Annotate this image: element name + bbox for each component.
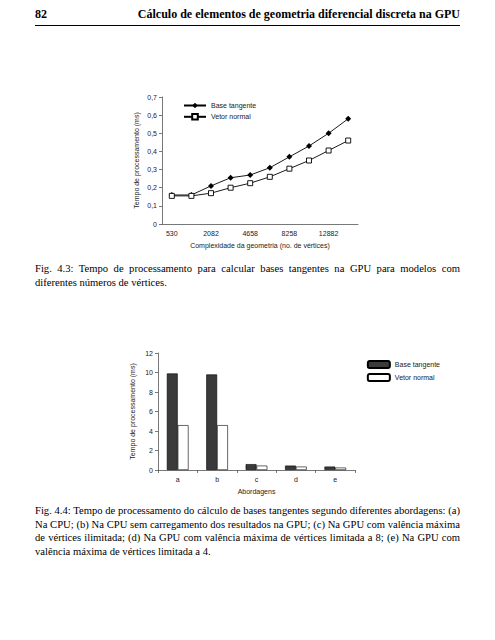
html-text:82: 82: [35, 7, 47, 21]
svg-text:0,2: 0,2: [147, 184, 157, 191]
svg-text:Tempo de processamento (ms): Tempo de processamento (ms): [133, 112, 141, 208]
svg-text:12882: 12882: [319, 230, 339, 237]
svg-text:Tempo de processamento (ms): Tempo de processamento (ms): [129, 363, 137, 459]
svg-text:2: 2: [149, 447, 153, 454]
svg-text:Vetor normal: Vetor normal: [395, 374, 435, 381]
svg-text:Base tangente: Base tangente: [211, 102, 256, 110]
svg-text:Base tangente: Base tangente: [395, 361, 440, 369]
svg-text:2082: 2082: [203, 230, 219, 237]
svg-text:c: c: [255, 476, 259, 483]
svg-text:0: 0: [149, 467, 153, 474]
svg-text:4: 4: [149, 428, 153, 435]
svg-text:0,7: 0,7: [147, 94, 157, 101]
svg-text:d: d: [294, 476, 298, 483]
svg-text:0: 0: [153, 221, 157, 228]
svg-text:10: 10: [145, 369, 153, 376]
html-text:Cálculo de elementos de geomet: Cálculo de elementos de geometria difere…: [137, 7, 460, 21]
svg-text:0,4: 0,4: [147, 148, 157, 155]
svg-text:b: b: [215, 476, 219, 483]
html-text:Fig. 4.4: Tempo de processamen: Fig. 4.4: Tempo de processamento do cálc…: [35, 505, 460, 557]
svg-text:530: 530: [166, 230, 178, 237]
svg-text:Abordagens: Abordagens: [238, 488, 276, 496]
svg-text:0,5: 0,5: [147, 130, 157, 137]
svg-text:0,1: 0,1: [147, 202, 157, 209]
svg-text:0,6: 0,6: [147, 112, 157, 119]
svg-text:a: a: [176, 476, 180, 483]
svg-text:8258: 8258: [282, 230, 298, 237]
svg-text:6: 6: [149, 408, 153, 415]
svg-text:8: 8: [149, 389, 153, 396]
svg-text:12: 12: [145, 350, 153, 357]
svg-text:4658: 4658: [242, 230, 258, 237]
svg-text:Vetor normal: Vetor normal: [211, 113, 251, 120]
svg-text:e: e: [333, 476, 337, 483]
svg-text:Complexidade da geometria (no.: Complexidade da geometria (no. de vértic…: [190, 242, 330, 250]
svg-text:0,3: 0,3: [147, 166, 157, 173]
html-text:Fig. 4.3: Tempo de processamen: Fig. 4.3: Tempo de processamento para ca…: [35, 263, 460, 288]
